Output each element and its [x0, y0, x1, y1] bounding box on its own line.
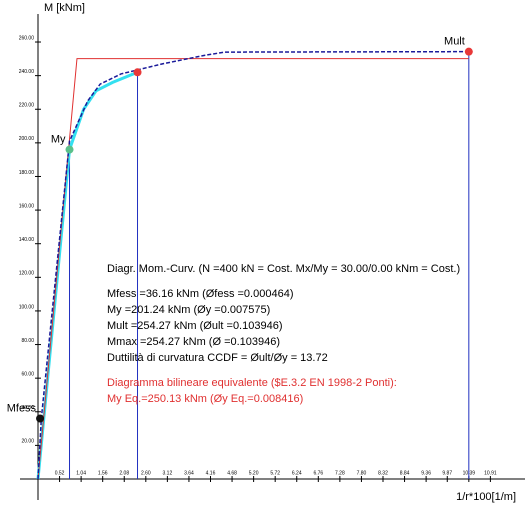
point-label: My [51, 133, 66, 145]
note: Mfess =36.16 kNm (Øfess =0.000464) [107, 288, 293, 300]
x-tick-label: 7.28 [335, 470, 345, 476]
point-label: Mfess [7, 402, 37, 414]
x-tick-label: 4.68 [227, 470, 237, 476]
x-tick-label: 0.52 [55, 470, 65, 476]
x-tick-label: 5.72 [270, 470, 280, 476]
x-tick-label: 3.12 [163, 470, 173, 476]
x-tick-label: 6.76 [313, 470, 323, 476]
x-tick-label: 6.24 [292, 470, 302, 476]
x-tick-label: 1.56 [98, 470, 108, 476]
x-tick-label: 7.80 [357, 470, 367, 476]
y-tick-label: 80.00 [21, 338, 34, 344]
curve [37, 58, 469, 480]
y-tick-label: 160.00 [19, 203, 35, 209]
x-tick-label: 4.16 [206, 470, 216, 476]
y-axis-label: M [kNm] [44, 2, 85, 14]
note: Duttilità di curvatura CCDF = Øult/Øy = … [107, 352, 328, 364]
point [464, 47, 473, 56]
y-tick-label: 120.00 [19, 271, 35, 277]
y-tick-label: 140.00 [19, 237, 35, 243]
x-tick-label: 1.04 [76, 470, 86, 476]
y-tick-label: 20.00 [21, 439, 34, 445]
y-tick-label: 200.00 [19, 136, 35, 142]
x-tick-label: 3.64 [184, 470, 194, 476]
y-tick-label: 180.00 [19, 170, 35, 176]
point-label: Mult [444, 36, 465, 48]
curve [37, 50, 469, 480]
note-red: My Eq.=250.13 kNm (Øy Eq.=0.008416) [107, 393, 303, 405]
y-tick-label: 260.00 [19, 35, 35, 41]
note: Mult =254.27 kNm (Øult =0.103946) [107, 320, 282, 332]
y-tick-label: 220.00 [19, 103, 35, 109]
point [36, 414, 45, 423]
x-tick-label: 9.36 [421, 470, 431, 476]
x-tick-label: 10.91 [484, 470, 497, 476]
x-tick-label: 8.84 [400, 470, 410, 476]
x-tick-label: 2.60 [141, 470, 151, 476]
x-tick-label: 2.08 [119, 470, 129, 476]
y-tick-label: 100.00 [19, 304, 35, 310]
point [65, 145, 74, 154]
y-tick-label: 40.00 [21, 405, 34, 411]
y-tick-label: 60.00 [21, 371, 34, 377]
point [133, 68, 142, 77]
note: Mmax =254.27 kNm (Ø =0.103946) [107, 336, 280, 348]
note: My =201.24 kNm (Øy =0.007575) [107, 304, 270, 316]
x-tick-label: 9.87 [442, 470, 452, 476]
y-tick-label: 240.00 [19, 69, 35, 75]
x-tick-label: 8.32 [378, 470, 388, 476]
note-red: Diagramma bilineare equivalente ($E.3.2 … [107, 377, 397, 389]
curve [36, 70, 139, 480]
x-tick-label: 5.20 [249, 470, 259, 476]
x-axis-label: 1/r*100[1/m] [456, 491, 516, 503]
note: Diagr. Mom.-Curv. (N =400 kN = Cost. Mx/… [107, 263, 460, 275]
